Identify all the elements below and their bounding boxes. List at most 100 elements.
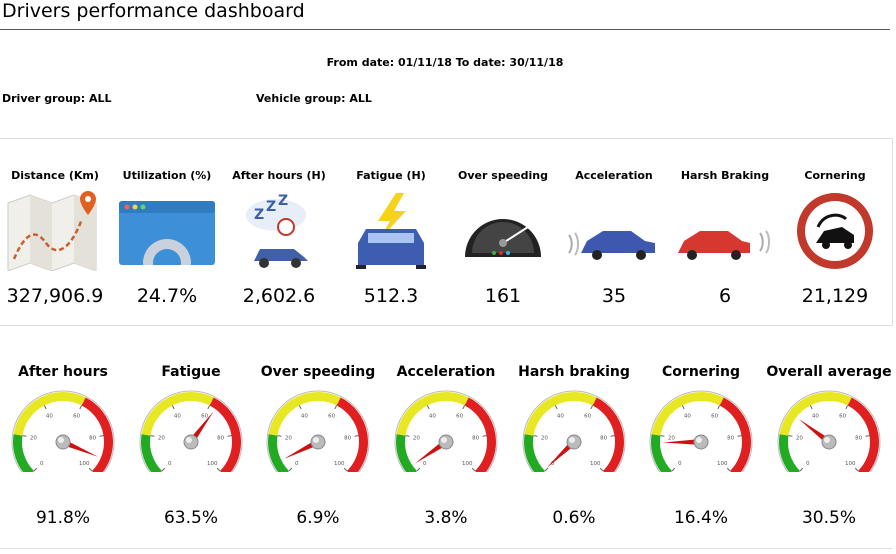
gauge-value: 6.9% xyxy=(296,508,340,528)
kpi-value: 327,906.9 xyxy=(6,285,104,307)
braking-car-icon xyxy=(670,191,780,271)
gauge-value: 16.4% xyxy=(673,508,728,528)
gauge-band-green xyxy=(779,434,801,472)
gauge-acceleration: Acceleration 0 20 40 60 80 100 3.8% xyxy=(383,336,509,548)
svg-text:Z: Z xyxy=(254,207,264,223)
gauge-label: After hours xyxy=(18,364,108,380)
gauge-tick xyxy=(99,435,104,437)
gauge-tick-label: 40 xyxy=(684,413,691,419)
gauge-label: Overall average xyxy=(766,364,892,380)
gauge-tick xyxy=(788,435,793,437)
gauge-tick-label: 60 xyxy=(201,413,208,419)
gauge-tick-label: 0 xyxy=(806,461,810,467)
date-range: From date: 01/11/18 To date: 30/11/18 xyxy=(326,56,564,69)
gauge-tick xyxy=(660,435,665,437)
gauge-tick xyxy=(681,405,685,410)
gauge-needle xyxy=(283,439,320,459)
gauge-tick-label: 100 xyxy=(462,461,473,467)
gauge-tick-label: 80 xyxy=(600,435,607,441)
gauge-band-red xyxy=(719,397,751,472)
gauge-band-red xyxy=(592,397,624,472)
gauge-dial: 0 20 40 60 80 100 xyxy=(139,390,243,472)
gauge-tick-label: 0 xyxy=(168,461,172,467)
gauge-tick xyxy=(426,405,430,410)
gauge-tick xyxy=(354,435,359,437)
gauge-frame xyxy=(649,390,753,472)
kpi-label: Fatigue (H) xyxy=(356,169,426,182)
gauge-needle xyxy=(61,439,99,457)
gauge-after-hours: After hours 0 20 40 60 80 100 91.8% xyxy=(0,336,126,548)
title-divider xyxy=(0,29,890,30)
gauge-fatigue: Fatigue 0 20 40 60 80 100 63.5% xyxy=(128,336,254,548)
gauge-band-red xyxy=(209,397,241,472)
gauge-dial: 0 20 40 60 80 100 xyxy=(266,390,370,472)
gauge-hub-highlight xyxy=(441,437,447,443)
gauge-tick xyxy=(161,467,166,472)
kpi-value: 512.3 xyxy=(363,285,419,307)
gauge-tick-label: 20 xyxy=(413,435,420,441)
gauge-tick-label: 20 xyxy=(796,435,803,441)
gauge-value: 0.6% xyxy=(552,508,596,528)
gauge-cornering: Cornering 0 20 40 60 80 100 16.4% xyxy=(638,336,764,548)
kpi-value: 21,129 xyxy=(801,285,869,307)
gauge-tick-label: 60 xyxy=(328,413,335,419)
gauge-tick xyxy=(288,467,293,472)
gauge-band-green xyxy=(141,434,163,472)
gauge-dial: 0 20 40 60 80 100 xyxy=(522,390,626,472)
kpi-value: 35 xyxy=(601,285,627,307)
gauge-value: 91.8% xyxy=(35,508,90,528)
gauge-band-yellow xyxy=(396,392,469,436)
gauge-tick xyxy=(533,435,538,437)
gauge-tick-label: 60 xyxy=(584,413,591,419)
gauge-value: 3.8% xyxy=(424,508,468,528)
gauge-tick xyxy=(471,467,476,472)
gauge-band-green xyxy=(268,434,290,472)
gauge-harsh-braking: Harsh braking 0 20 40 60 80 100 0.6% xyxy=(511,336,637,548)
gauge-label: Over speeding xyxy=(260,364,376,380)
gauge-tick-label: 40 xyxy=(812,413,819,419)
gauge-band-yellow xyxy=(524,392,597,436)
gauge-value: 30.5% xyxy=(801,508,856,528)
gauge-tick xyxy=(216,467,221,472)
gauge-tick xyxy=(79,405,83,410)
lightning-car-icon xyxy=(336,191,446,271)
gauge-tick-label: 80 xyxy=(855,435,862,441)
gauge-frame xyxy=(11,390,115,472)
kpi-value: 24.7% xyxy=(136,285,198,307)
gauge-tick xyxy=(462,405,466,410)
kpi-value: 6 xyxy=(718,285,732,307)
gauge-frame xyxy=(394,390,498,472)
gauge-frame xyxy=(777,390,881,472)
vehicle-group-label: Vehicle group: ALL xyxy=(256,92,372,105)
gauge-tick-label: 100 xyxy=(334,461,345,467)
svg-text:Z: Z xyxy=(278,193,288,209)
gauge-overall-average: Overall average 0 20 40 60 80 100 30.5% xyxy=(766,336,892,548)
gauge-band-red xyxy=(464,397,496,472)
gauge-band-red xyxy=(336,397,368,472)
gauge-tick-label: 100 xyxy=(79,461,90,467)
gauge-band-green xyxy=(13,434,35,472)
gauge-band-yellow xyxy=(651,392,724,436)
gauge-hub-highlight xyxy=(313,437,319,443)
driver-group-label: Driver group: ALL xyxy=(2,92,112,105)
gauge-tick xyxy=(207,405,211,410)
gauge-tick xyxy=(809,405,813,410)
gauge-tick-label: 0 xyxy=(678,461,682,467)
gauge-tick xyxy=(43,405,47,410)
gauge-band-green xyxy=(524,434,546,472)
kpi-label: Cornering xyxy=(804,169,866,182)
gauge-tick xyxy=(845,405,849,410)
gear-window-icon xyxy=(112,191,222,287)
gauge-value: 63.5% xyxy=(163,508,218,528)
gauge-frame xyxy=(139,390,243,472)
gauge-tick xyxy=(590,405,594,410)
gauge-tick xyxy=(865,435,870,437)
gauge-tick-label: 0 xyxy=(295,461,299,467)
gauge-tick xyxy=(717,405,721,410)
gauge-tick-label: 20 xyxy=(158,435,165,441)
gauge-tick-label: 0 xyxy=(551,461,555,467)
gauge-band-yellow xyxy=(268,392,341,436)
kpi-acceleration: Acceleration 35 xyxy=(559,139,669,325)
gauge-dial: 0 20 40 60 80 100 xyxy=(649,390,753,472)
gauge-tick-label: 20 xyxy=(285,435,292,441)
